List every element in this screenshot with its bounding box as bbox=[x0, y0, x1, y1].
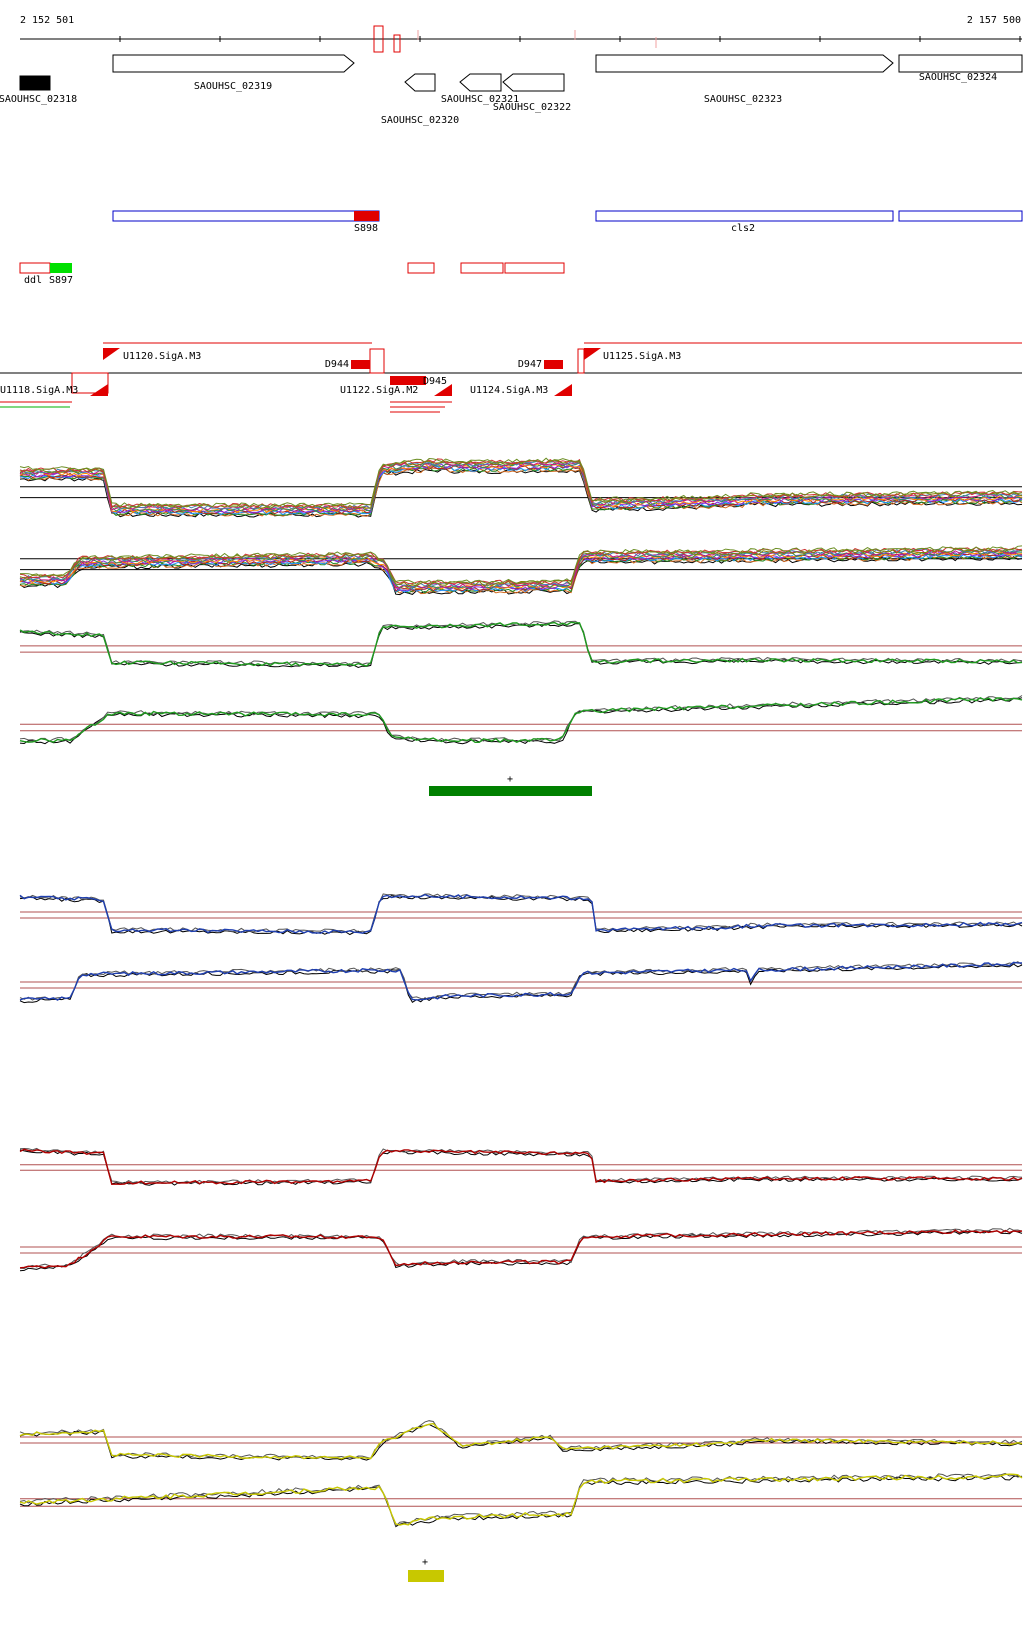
gene-feature[interactable]: SAOUHSC_02318 bbox=[0, 75, 77, 105]
signal-line bbox=[19, 547, 1023, 587]
expression-track bbox=[19, 620, 1023, 669]
promoter-track: U1120.SigA.M3 D944 D947 U1125.SigA.M3 U1… bbox=[0, 342, 1022, 413]
signal-line bbox=[19, 621, 1023, 667]
promoter-label[interactable]: U1120.SigA.M3 bbox=[123, 351, 201, 362]
signal-line bbox=[19, 1423, 1023, 1461]
expression-track bbox=[19, 961, 1023, 1004]
red-feature[interactable]: ddl bbox=[19, 262, 51, 286]
gene-label: SAOUHSC_02323 bbox=[704, 94, 782, 105]
gene-label: SAOUHSC_02322 bbox=[493, 102, 571, 113]
signal-line bbox=[19, 1420, 1023, 1459]
expression-track bbox=[19, 457, 1023, 518]
signal-line bbox=[19, 467, 1023, 517]
gene-feature[interactable]: SAOUHSC_02320 bbox=[381, 73, 459, 126]
segment-mark[interactable]: + bbox=[429, 774, 592, 796]
signal-line bbox=[19, 1473, 1023, 1526]
signal-line bbox=[19, 893, 1023, 934]
sequence-marker[interactable] bbox=[373, 25, 384, 53]
signal-line bbox=[19, 460, 1023, 511]
coordinate-ruler: 2 152 501 2 157 500 bbox=[20, 15, 1022, 42]
gene-feature[interactable]: SAOUHSC_02323 bbox=[595, 54, 894, 105]
blue-feature[interactable]: cls2 bbox=[595, 210, 894, 234]
segment-mark-bar bbox=[429, 786, 592, 796]
sequence-marker[interactable] bbox=[393, 34, 401, 53]
blue-feature-track: S898 cls2 bbox=[112, 210, 1023, 234]
segment-mark-label: + bbox=[507, 774, 513, 785]
segment-mark-bar bbox=[408, 1570, 444, 1582]
promoter-label[interactable]: D945 bbox=[423, 376, 447, 387]
promoter-arrow[interactable] bbox=[584, 348, 601, 360]
terminator-block[interactable] bbox=[351, 360, 370, 369]
signal-line bbox=[19, 1422, 1023, 1460]
signal-line bbox=[19, 1475, 1023, 1528]
promoter-arrow[interactable] bbox=[90, 384, 108, 396]
expression-tracks bbox=[19, 457, 1023, 1528]
segment-mark-label: + bbox=[422, 1557, 428, 1568]
signal-line bbox=[19, 963, 1023, 1004]
gene-feature[interactable]: SAOUHSC_02319 bbox=[112, 54, 355, 92]
signal-line bbox=[19, 457, 1023, 508]
terminator-block[interactable] bbox=[390, 376, 426, 385]
gene-feature[interactable]: SAOUHSC_02321 bbox=[441, 73, 519, 105]
gene-label: SAOUHSC_02320 bbox=[381, 115, 459, 126]
blue-feature[interactable] bbox=[898, 210, 1023, 222]
signal-line bbox=[19, 620, 1023, 666]
gene-label: SAOUHSC_02318 bbox=[0, 94, 77, 105]
promoter-label[interactable]: D947 bbox=[518, 359, 542, 370]
expression-track bbox=[19, 695, 1023, 745]
expression-track bbox=[19, 1472, 1023, 1528]
promoter-label[interactable]: U1125.SigA.M3 bbox=[603, 351, 681, 362]
blue-feature[interactable]: S898 bbox=[112, 210, 380, 234]
signal-line bbox=[19, 1230, 1023, 1272]
red-feature[interactable] bbox=[407, 262, 435, 274]
signal-line bbox=[19, 546, 1023, 585]
red-feature-track: ddl S897 bbox=[19, 262, 565, 286]
green-feature[interactable]: S897 bbox=[49, 263, 73, 286]
expression-track bbox=[19, 893, 1023, 936]
ruler-end-label: 2 157 500 bbox=[967, 15, 1021, 26]
signal-line bbox=[19, 1148, 1023, 1186]
promoter-arrow[interactable] bbox=[554, 384, 572, 396]
gene-feature[interactable]: SAOUHSC_02322 bbox=[493, 73, 571, 113]
feature-label: S898 bbox=[354, 223, 378, 234]
promoter-arrow[interactable] bbox=[434, 384, 452, 396]
expression-track bbox=[19, 545, 1023, 596]
signal-line bbox=[19, 1229, 1023, 1269]
ruler-start-label: 2 152 501 bbox=[20, 15, 74, 26]
expression-track bbox=[19, 1420, 1023, 1461]
signal-line bbox=[19, 1227, 1023, 1270]
gene-label: SAOUHSC_02324 bbox=[919, 72, 997, 83]
terminator-block[interactable] bbox=[544, 360, 563, 369]
feature-label: S897 bbox=[49, 275, 73, 286]
segment-mark[interactable]: + bbox=[408, 1557, 444, 1582]
signal-line bbox=[19, 961, 1023, 1001]
gene-label: SAOUHSC_02319 bbox=[194, 81, 272, 92]
promoter-label[interactable]: U1118.SigA.M3 bbox=[0, 385, 78, 396]
expression-track bbox=[19, 1227, 1023, 1272]
promoter-label[interactable]: U1122.SigA.M2 bbox=[340, 385, 418, 396]
transcript-bracket bbox=[71, 372, 109, 394]
feature-label: ddl bbox=[24, 275, 42, 286]
signal-line bbox=[19, 695, 1023, 743]
transcript-bracket bbox=[577, 348, 585, 374]
promoter-arrow[interactable] bbox=[103, 348, 120, 360]
signal-line bbox=[19, 894, 1023, 936]
ruler-ticks bbox=[119, 36, 1021, 42]
signal-line bbox=[19, 696, 1023, 744]
gene-track: SAOUHSC_02318 SAOUHSC_02319 SAOUHSC_0232… bbox=[0, 54, 1023, 126]
gene-label: SAOUHSC_02321 bbox=[441, 94, 519, 105]
promoter-label[interactable]: U1124.SigA.M3 bbox=[470, 385, 548, 396]
signal-line bbox=[19, 1149, 1023, 1186]
transcript-bracket bbox=[369, 348, 385, 374]
red-feature[interactable] bbox=[460, 262, 504, 274]
red-feature[interactable] bbox=[504, 262, 565, 274]
feature-label: cls2 bbox=[731, 223, 755, 234]
gene-feature[interactable]: SAOUHSC_02324 bbox=[898, 54, 1023, 83]
promoter-label[interactable]: D944 bbox=[325, 359, 349, 370]
expression-track bbox=[19, 1147, 1023, 1186]
signal-line bbox=[19, 1472, 1023, 1527]
signal-line bbox=[20, 545, 1023, 585]
sequence-markers bbox=[373, 25, 657, 53]
